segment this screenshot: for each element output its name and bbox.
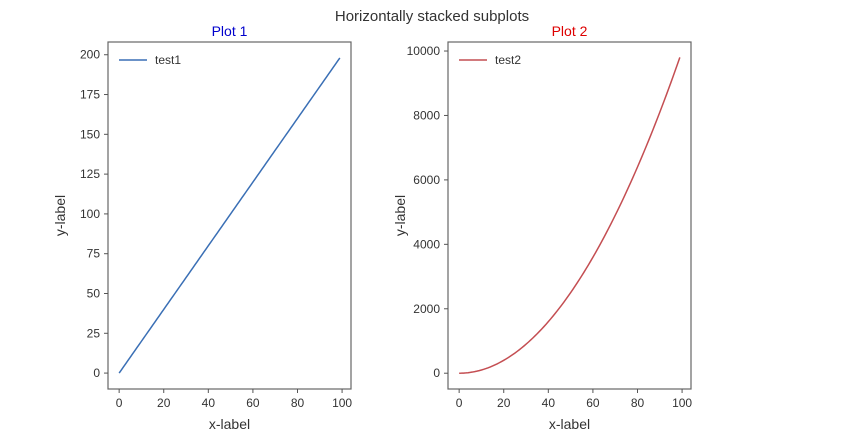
legend-label: test1 [155, 53, 181, 67]
x-tick-label: 20 [157, 396, 171, 410]
y-axis-label: y-label [52, 195, 68, 236]
y-tick-label: 75 [87, 247, 101, 261]
y-tick-label: 2000 [413, 302, 440, 316]
y-tick-label: 100 [80, 207, 100, 221]
x-tick-label: 40 [542, 396, 556, 410]
y-tick-label: 200 [80, 48, 100, 62]
y-tick-label: 6000 [413, 173, 440, 187]
y-tick-label: 50 [87, 286, 101, 300]
y-tick-label: 125 [80, 167, 100, 181]
subplot-title: Plot 2 [552, 23, 588, 39]
y-tick-label: 0 [93, 366, 100, 380]
x-axis-label: x-label [209, 416, 250, 432]
x-tick-label: 40 [202, 396, 216, 410]
x-axis-label: x-label [549, 416, 590, 432]
x-tick-label: 20 [497, 396, 511, 410]
subplot-title: Plot 1 [212, 23, 248, 39]
x-tick-label: 80 [631, 396, 645, 410]
x-tick-label: 100 [672, 396, 692, 410]
subplot-1: 0 20 40 60 80 100 0 25 50 75 100 125 150 175 200 Plot 1… [52, 23, 352, 432]
figure-suptitle: Horizontally stacked subplots [335, 8, 529, 25]
y-tick-label: 150 [80, 127, 100, 141]
y-tick-label: 25 [87, 326, 101, 340]
y-tick-label: 8000 [413, 108, 440, 122]
y-tick-label: 10000 [407, 44, 441, 58]
x-tick-label: 80 [291, 396, 305, 410]
subplot-2: 0 20 40 60 80 100 0 2000 4000 6000 8000 10000 Plot 2… [392, 23, 692, 432]
series-line-test2 [459, 57, 681, 374]
x-tick-label: 60 [586, 396, 600, 410]
series-line-test1 [118, 57, 341, 374]
x-tick-label: 60 [246, 396, 260, 410]
y-axis-label: y-label [392, 195, 408, 236]
legend-label: test2 [495, 53, 521, 67]
x-tick-label: 0 [456, 396, 463, 410]
y-tick-label: 175 [80, 88, 100, 102]
plot-frame [107, 41, 352, 390]
y-tick-label: 4000 [413, 237, 440, 251]
x-tick-label: 0 [116, 396, 123, 410]
y-tick-label: 0 [433, 366, 440, 380]
plot-frame [447, 41, 692, 390]
x-tick-label: 100 [332, 396, 352, 410]
